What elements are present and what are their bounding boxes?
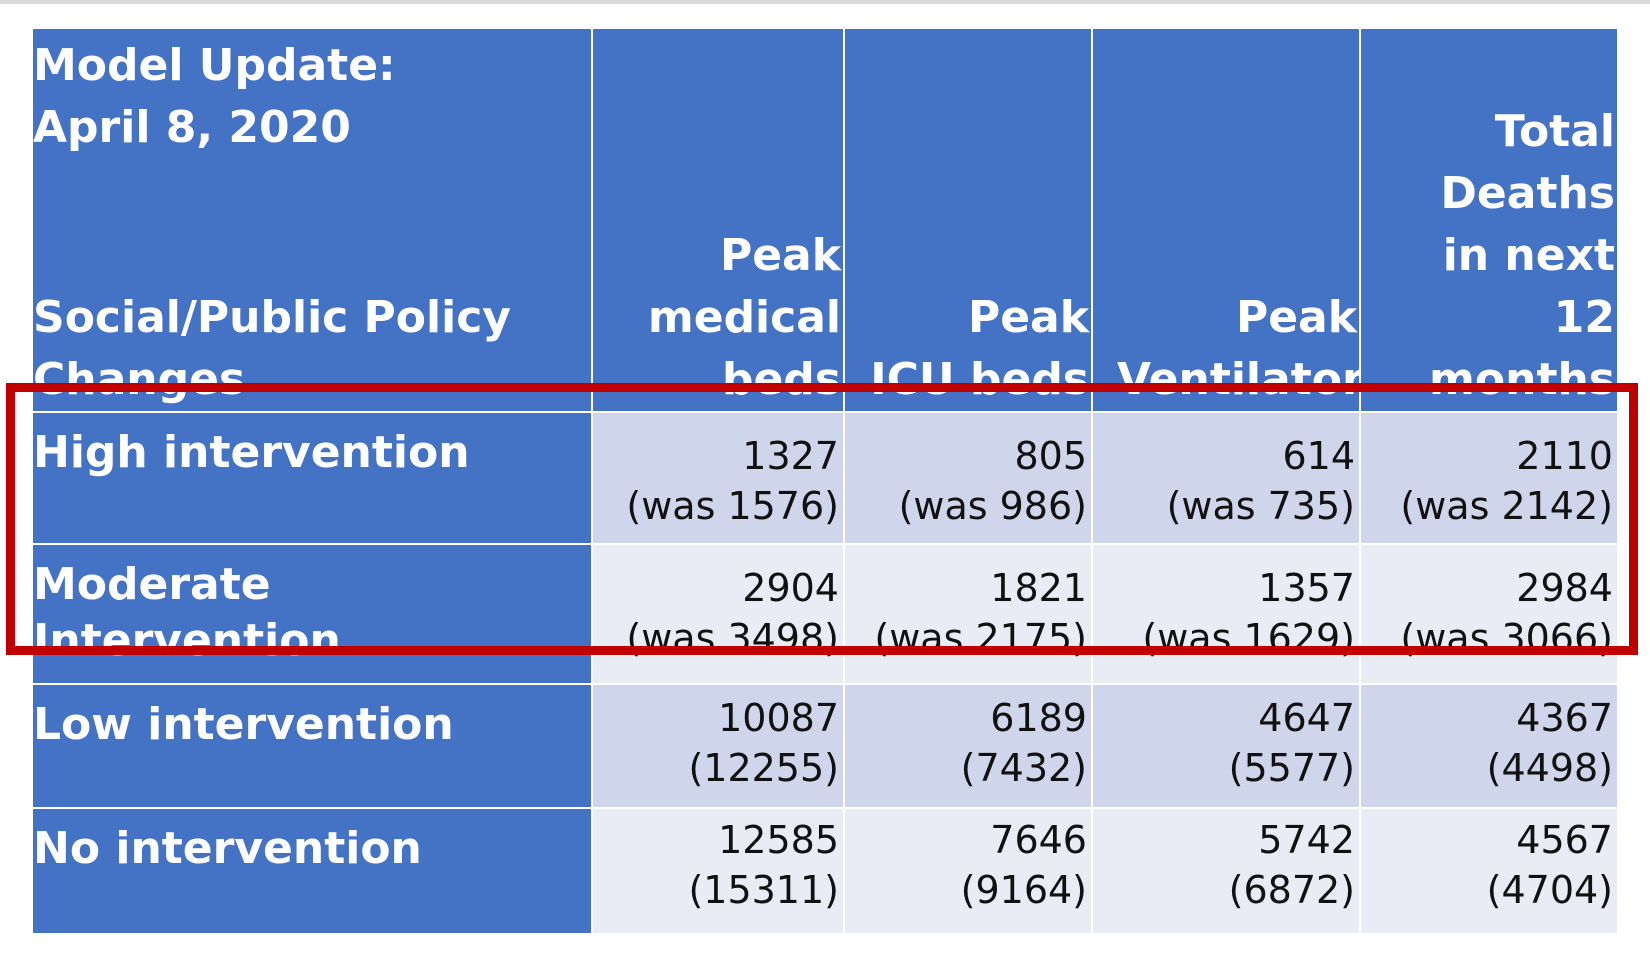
table-cell: 1357 (was 1629) [1093,545,1361,685]
cell-current-value: 1327 [742,434,839,478]
cell-previous-value: (was 1576) [626,484,839,528]
column-header-label: Peak Ventilators [1117,292,1359,405]
cell-previous-value: (15311) [688,868,839,912]
cell-current-value: 5742 [1258,818,1355,862]
column-header-label: Peak ICU beds [870,292,1089,405]
cell-previous-value: (was 3066) [1400,616,1613,660]
cell-previous-value: (12255) [688,746,839,790]
table-title-cell: Model Update: April 8, 2020 Social/Publi… [33,29,593,413]
top-divider [0,0,1650,4]
cell-previous-value: (was 3498) [626,616,839,660]
table-cell: 4367 (4498) [1361,685,1617,809]
table-cell: 1821 (was 2175) [845,545,1093,685]
cell-current-value: 614 [1282,434,1355,478]
cell-current-value: 12585 [718,818,839,862]
cell-current-value: 2110 [1516,434,1613,478]
table-cell: 5742 (6872) [1093,809,1361,935]
cell-current-value: 4647 [1258,696,1355,740]
table-cell: 614 (was 735) [1093,413,1361,545]
table-cell: 2904 (was 3498) [593,545,845,685]
table-title-date: April 8, 2020 [33,102,351,153]
table-cell: 4567 (4704) [1361,809,1617,935]
column-header-total-deaths: Total Deaths in next 12 months [1361,29,1617,413]
table-cell: 2110 (was 2142) [1361,413,1617,545]
cell-current-value: 4367 [1516,696,1613,740]
table-title-line1: Model Update: [33,40,396,91]
cell-current-value: 805 [1014,434,1087,478]
table-cell: 2984 (was 3066) [1361,545,1617,685]
table-cell: 12585 (15311) [593,809,845,935]
cell-previous-value: (6872) [1228,868,1355,912]
table-cell: 6189 (7432) [845,685,1093,809]
column-header-peak-medical-beds: Peak medical beds [593,29,845,413]
column-header-label: Total Deaths in next 12 months [1429,106,1615,405]
table-cell: 805 (was 986) [845,413,1093,545]
cell-previous-value: (4704) [1486,868,1613,912]
table-cell: 10087 (12255) [593,685,845,809]
row-label-low-intervention: Low intervention [33,685,593,809]
cell-current-value: 2904 [742,566,839,610]
cell-previous-value: (was 1629) [1142,616,1355,660]
cell-current-value: 6189 [990,696,1087,740]
cell-previous-value: (4498) [1486,746,1613,790]
cell-previous-value: (was 986) [898,484,1087,528]
row-label-high-intervention: High intervention [33,413,593,545]
cell-current-value: 1357 [1258,566,1355,610]
column-header-peak-icu-beds: Peak ICU beds [845,29,1093,413]
table-cell: 1327 (was 1576) [593,413,845,545]
policy-column-header: Social/Public Policy Changes [33,292,511,405]
table-cell: 4647 (5577) [1093,685,1361,809]
cell-previous-value: (was 735) [1166,484,1355,528]
cell-previous-value: (7432) [960,746,1087,790]
column-header-label: Peak medical beds [647,230,841,405]
cell-current-value: 4567 [1516,818,1613,862]
model-update-table: Model Update: April 8, 2020 Social/Publi… [33,29,1617,935]
table-cell: 7646 (9164) [845,809,1093,935]
cell-previous-value: (was 2175) [874,616,1087,660]
row-label-no-intervention: No intervention [33,809,593,935]
column-header-peak-ventilators: Peak Ventilators [1093,29,1361,413]
cell-current-value: 7646 [990,818,1087,862]
row-label-moderate-intervention: Moderate Intervention [33,545,593,685]
cell-previous-value: (9164) [960,868,1087,912]
cell-current-value: 10087 [718,696,839,740]
cell-previous-value: (5577) [1228,746,1355,790]
cell-current-value: 2984 [1516,566,1613,610]
cell-previous-value: (was 2142) [1400,484,1613,528]
cell-current-value: 1821 [990,566,1087,610]
